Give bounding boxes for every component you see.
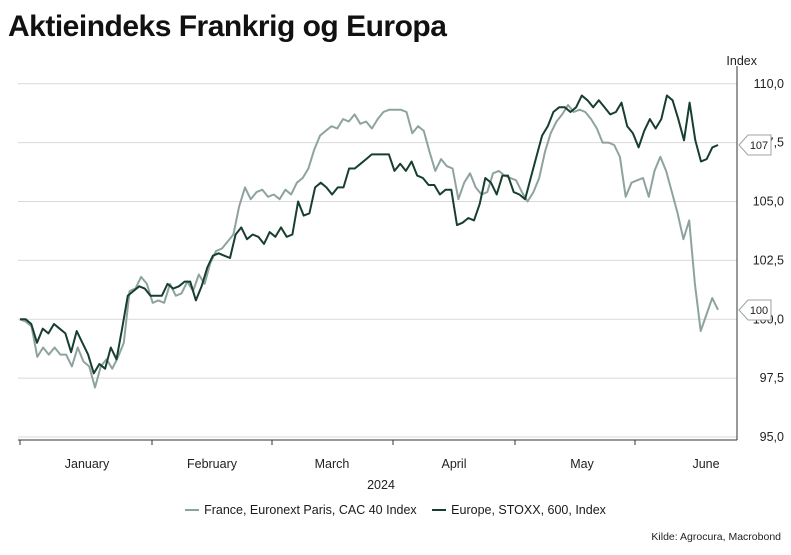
x-tick-label: June <box>692 457 719 471</box>
x-tick-label: March <box>315 457 350 471</box>
axes <box>18 66 738 445</box>
x-tick-label: February <box>187 457 238 471</box>
y-tick-label: 102,5 <box>753 253 784 267</box>
series-line-europe <box>20 94 719 375</box>
y-tick-label: 97,5 <box>760 371 784 385</box>
legend-swatch-france <box>185 508 200 511</box>
chart-title: Aktieindeks Frankrig og Europa <box>8 10 447 43</box>
end-value-tag <box>738 134 772 156</box>
series-lines <box>19 94 719 389</box>
end-value-callouts: 107 100 <box>738 134 772 321</box>
y-axis-label: Index <box>726 54 757 68</box>
series-line-france <box>19 104 719 389</box>
x-tick-label: May <box>570 457 594 471</box>
legend-label-france: France, Euronext Paris, CAC 40 Index <box>204 503 417 517</box>
legend: France, Euronext Paris, CAC 40 Index Eur… <box>0 503 791 517</box>
legend-item-europe: Europe, STOXX, 600, Index <box>432 503 606 517</box>
end-value-label: 100 <box>750 305 768 317</box>
end-value-tag <box>738 299 772 321</box>
legend-label-europe: Europe, STOXX, 600, Index <box>451 503 606 517</box>
y-tick-label: 110,0 <box>754 77 784 91</box>
legend-item-france: France, Euronext Paris, CAC 40 Index <box>185 503 417 517</box>
grid-lines <box>18 83 737 438</box>
x-tick-label: January <box>65 457 110 471</box>
end-value-label: 107 <box>750 140 768 152</box>
source-note: Kilde: Agrocura, Macrobond <box>651 531 781 543</box>
x-axis-label: 2024 <box>367 478 395 492</box>
y-tick-label: 95,0 <box>760 430 784 444</box>
legend-swatch-europe <box>432 508 447 511</box>
y-tick-label: 105,0 <box>753 195 784 209</box>
x-tick-label: April <box>441 457 466 471</box>
